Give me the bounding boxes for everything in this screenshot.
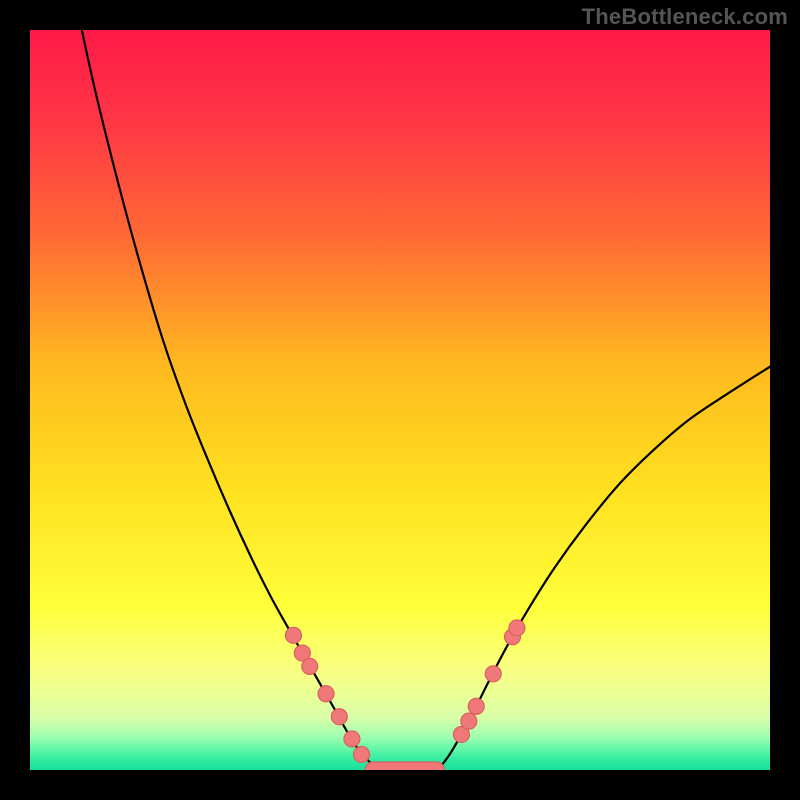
- data-marker: [318, 686, 334, 702]
- data-marker: [344, 731, 360, 747]
- gradient-plot-area: [30, 30, 770, 770]
- data-marker: [509, 620, 525, 636]
- data-marker: [461, 713, 477, 729]
- data-marker: [302, 658, 318, 674]
- data-marker: [468, 698, 484, 714]
- chart-stage: TheBottleneck.com: [0, 0, 800, 800]
- chart-svg: [0, 0, 800, 800]
- data-marker: [354, 746, 370, 762]
- watermark-text: TheBottleneck.com: [582, 4, 788, 30]
- data-marker: [331, 709, 347, 725]
- data-marker: [285, 627, 301, 643]
- data-marker: [485, 666, 501, 682]
